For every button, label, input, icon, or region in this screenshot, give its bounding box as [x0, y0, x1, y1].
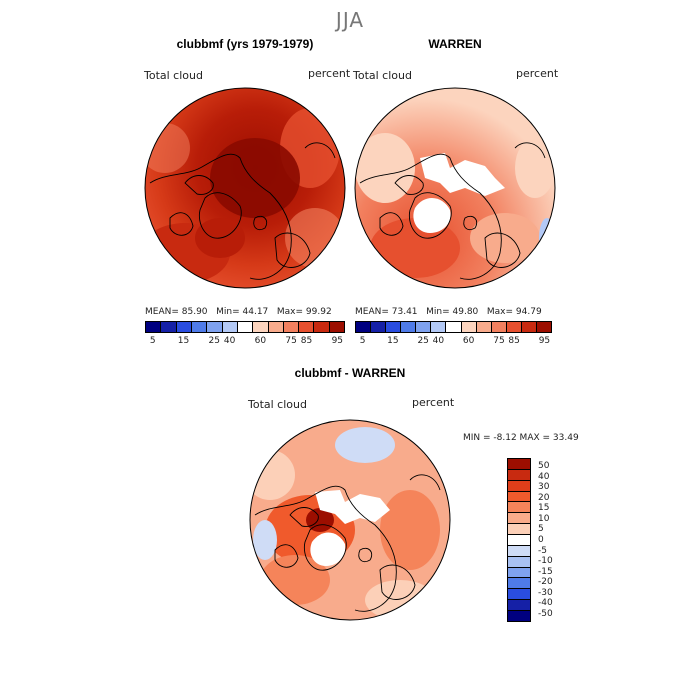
panel1-colorbar — [145, 321, 345, 333]
colorbar-swatch — [508, 502, 530, 514]
colorbar-swatch — [371, 322, 387, 332]
panel2-left-label: Total cloud — [353, 69, 412, 82]
colorbar-swatch — [416, 322, 432, 332]
panel3-title: clubbmf - WARREN — [294, 366, 406, 380]
colorbar-swatch — [508, 513, 530, 525]
colorbar-swatch — [521, 322, 537, 332]
colorbar-tick-label: 75 — [493, 336, 505, 346]
colorbar-tick-label: 30 — [538, 482, 550, 493]
colorbar-swatch — [476, 322, 492, 332]
colorbar-swatch — [161, 322, 177, 332]
colorbar-swatch — [508, 524, 530, 536]
colorbar-tick-label: 85 — [300, 336, 313, 346]
colorbar-swatch — [401, 322, 417, 332]
colorbar-tick-label: 95 — [538, 336, 551, 346]
colorbar-swatch — [508, 600, 530, 612]
colorbar-swatch — [207, 322, 223, 332]
colorbar-swatch — [253, 322, 269, 332]
coastline — [149, 142, 336, 280]
colorbar-swatch — [508, 459, 530, 470]
panel2-colorbar — [355, 321, 552, 333]
panel2-right-label: percent — [516, 67, 559, 80]
colorbar-tick-label: -40 — [538, 598, 553, 609]
colorbar-tick-label: 85 — [508, 336, 520, 346]
coastline — [359, 142, 546, 280]
colorbar-tick-label: 40 — [538, 471, 550, 482]
panel1-title: clubbmf (yrs 1979-1979) — [176, 37, 314, 51]
colorbar-swatch — [191, 322, 208, 332]
panel3-left-label: Total cloud — [248, 398, 307, 411]
panel3-range: MIN = -8.12 MAX = 33.49 — [463, 433, 579, 443]
panel1-map — [144, 87, 346, 289]
colorbar-tick-label: 5 — [359, 336, 366, 346]
colorbar-tick-label: -5 — [538, 545, 547, 556]
colorbar-swatch — [508, 480, 530, 492]
colorbar-tick-label: 60 — [254, 336, 267, 346]
panel1-stats: MEAN= 85.90 Min= 44.17 Max= 99.92 — [145, 307, 332, 317]
colorbar-tick-label: 20 — [538, 492, 550, 503]
panel2-stats: MEAN= 73.41 Min= 49.80 Max= 94.79 — [355, 307, 542, 317]
colorbar-tick-label: 25 — [208, 336, 220, 346]
colorbar-swatch — [508, 578, 530, 590]
colorbar-swatch — [508, 556, 530, 568]
colorbar-swatch — [461, 322, 477, 332]
panel3-colorbar — [507, 458, 531, 622]
colorbar-tick-label: 5 — [149, 336, 156, 346]
colorbar-swatch — [268, 322, 284, 332]
colorbar-swatch — [508, 491, 530, 503]
panel3-right-label: percent — [412, 396, 455, 409]
colorbar-tick-label: -30 — [538, 587, 553, 598]
colorbar-tick-label: 10 — [538, 513, 550, 524]
colorbar-swatch — [508, 611, 530, 621]
colorbar-tick-label: 40 — [223, 336, 236, 346]
colorbar-swatch — [222, 322, 238, 332]
colorbar-tick-label: 15 — [177, 336, 190, 346]
colorbar-swatch — [508, 589, 530, 601]
colorbar-swatch — [356, 322, 372, 332]
colorbar-swatch — [508, 567, 530, 579]
colorbar-tick-label: 50 — [538, 460, 550, 471]
colorbar-swatch — [508, 469, 530, 481]
colorbar-tick-label: 60 — [462, 336, 475, 346]
colorbar-tick-label: 15 — [387, 336, 399, 346]
panel2-title: WARREN — [428, 37, 482, 51]
colorbar-swatch — [508, 545, 530, 557]
colorbar-tick-label: -50 — [538, 609, 553, 620]
colorbar-swatch — [386, 322, 402, 332]
colorbar-swatch — [491, 322, 507, 332]
colorbar-tick-label: -15 — [538, 566, 553, 577]
colorbar-swatch — [146, 322, 162, 332]
panel3-map — [249, 419, 451, 621]
colorbar-swatch — [329, 322, 345, 332]
colorbar-swatch — [299, 322, 315, 332]
colorbar-swatch — [176, 322, 192, 332]
panel1-right-label: percent — [308, 67, 351, 80]
figure-title: JJA — [335, 8, 365, 32]
colorbar-swatch — [446, 322, 462, 332]
colorbar-swatch — [431, 322, 447, 332]
colorbar-tick-label: 5 — [538, 524, 544, 535]
colorbar-swatch — [508, 535, 530, 546]
panel2-map — [354, 87, 556, 289]
colorbar-swatch — [237, 322, 254, 332]
colorbar-tick-label: 95 — [331, 336, 344, 346]
panel1-left-label: Total cloud — [144, 69, 203, 82]
colorbar-tick-label: 75 — [285, 336, 297, 346]
colorbar-tick-label: 40 — [432, 336, 445, 346]
colorbar-tick-label: 0 — [538, 535, 544, 545]
colorbar-tick-label: 15 — [538, 503, 550, 514]
coastline — [254, 474, 441, 612]
colorbar-tick-label: 25 — [417, 336, 429, 346]
colorbar-swatch — [506, 322, 522, 332]
colorbar-swatch — [314, 322, 330, 332]
colorbar-swatch — [283, 322, 300, 332]
colorbar-swatch — [536, 322, 552, 332]
colorbar-tick-label: -10 — [538, 556, 553, 567]
colorbar-tick-label: -20 — [538, 577, 553, 588]
